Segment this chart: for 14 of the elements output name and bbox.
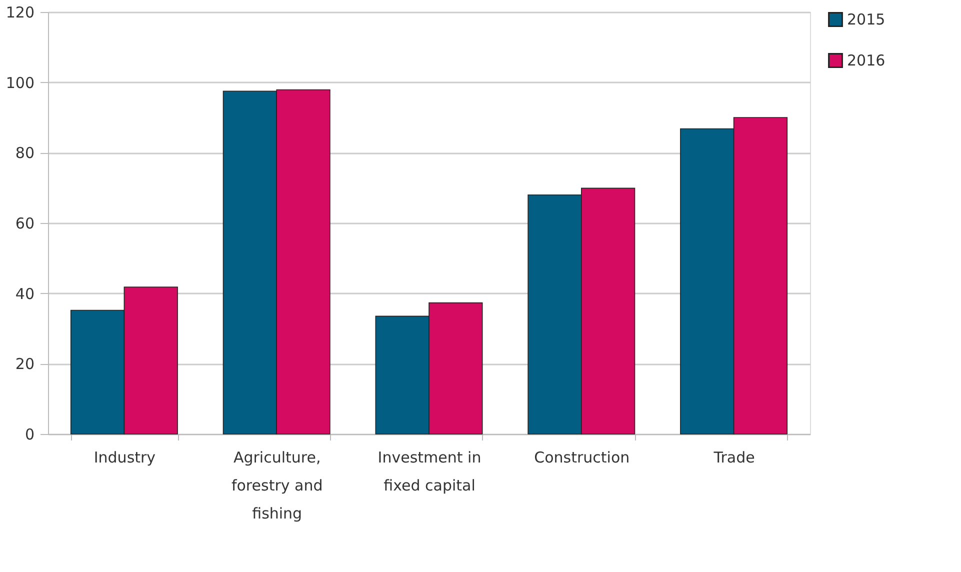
- legend-label: 2016: [847, 52, 886, 70]
- y-tick-label: 100: [6, 74, 34, 92]
- y-tick-label: 120: [6, 4, 34, 22]
- y-tick-label: 20: [15, 355, 34, 374]
- x-tick-label: Construction: [534, 448, 630, 466]
- x-tick-label: Industry: [94, 448, 156, 466]
- x-tick-label: Investment in fixed capital: [378, 448, 482, 494]
- y-tick-label: 80: [15, 144, 34, 162]
- legend-label: 2015: [847, 10, 886, 28]
- x-tick-label: Agriculture, forestry and fishing: [231, 448, 323, 522]
- y-tick-label: 60: [15, 214, 34, 232]
- x-tick-label: Trade: [712, 448, 755, 466]
- y-tick-label: 40: [15, 284, 34, 303]
- y-tick-label: 0: [24, 426, 34, 444]
